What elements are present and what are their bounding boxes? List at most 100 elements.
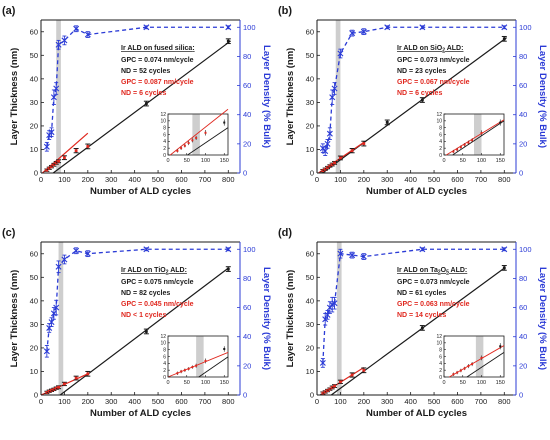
annotation-title-part: ALD: (449, 267, 467, 274)
left-y-axis-label: Layer Thickness (nm) (285, 48, 296, 146)
inset-point (463, 143, 466, 146)
chart-panel-1: 0 100 200 300 400 500 600 700 800010203040506002… (2, 5, 272, 197)
density-point (55, 41, 62, 48)
thickness-point (226, 267, 230, 271)
right-y-axis-label: Layer Density (% Bulk) (537, 45, 548, 148)
inset-x-tick-label: 0 (166, 158, 169, 164)
left-y-tick-label: 50 (30, 51, 38, 60)
inset-point (480, 356, 483, 359)
inset-y-tick-label: 8 (163, 125, 166, 131)
right-y-tick-label: 0 (243, 391, 247, 400)
shaded-region (56, 20, 61, 173)
left-y-tick-label: 10 (30, 145, 38, 154)
annotation-title: Ir ALD on Ta2​O5​ ALD: (397, 267, 467, 276)
inset-point (191, 366, 194, 369)
annotation-line: GPC = 0.073 nm/cycle (397, 279, 470, 286)
left-y-tick-label: 30 (306, 98, 314, 107)
left-y-tick-label: 60 (30, 27, 38, 36)
annotation-line: GPC = 0.074 nm/cycle (121, 57, 194, 64)
inset-x-tick-label: 0 (442, 158, 445, 164)
thickness-point (333, 384, 336, 388)
annotation-title-subscript: 2 (442, 48, 445, 54)
thickness-point (226, 39, 230, 43)
density-point (43, 348, 50, 355)
x-tick-label: 700 (199, 397, 212, 406)
inset-point (467, 141, 470, 144)
density-point (419, 246, 426, 253)
x-tick-label: 800 (222, 175, 235, 184)
inset-point (223, 121, 226, 124)
left-y-tick-label: 50 (306, 273, 314, 282)
x-tick-label: 100 (334, 397, 347, 406)
inset-point (471, 363, 474, 366)
inset-fit-line-red (446, 119, 505, 156)
inset-x-tick-label: 0 (442, 380, 445, 386)
inset-point (183, 144, 186, 147)
density-point (225, 246, 232, 253)
x-tick-label: 100 (334, 175, 347, 184)
x-tick-label: 500 (428, 175, 441, 184)
right-y-tick-label: 40 (519, 332, 527, 341)
left-y-tick-label: 50 (306, 51, 314, 60)
annotation-title-part: Ir ALD on SiO (397, 45, 443, 52)
inset-x-tick-label: 50 (460, 158, 466, 164)
inset-point (204, 131, 207, 134)
inset-y-tick-label: 10 (160, 119, 166, 125)
annotation-title-part: Ir ALD on TiO (121, 267, 166, 274)
inset-y-tick-label: 12 (160, 112, 166, 118)
right-y-tick-label: 80 (243, 52, 251, 61)
left-y-axis-label: Layer Thickness (nm) (9, 270, 20, 368)
density-point (324, 140, 331, 147)
inset-x-tick-label: 0 (166, 380, 169, 386)
right-y-tick-label: 80 (519, 52, 527, 61)
annotation-title-subscript: 5 (446, 270, 449, 276)
x-tick-label: 400 (128, 397, 141, 406)
x-tick-label: 100 (58, 397, 71, 406)
fit-line-black (52, 40, 231, 174)
density-point (337, 250, 344, 257)
left-y-tick-label: 0 (34, 169, 38, 178)
density-point (143, 246, 150, 253)
density-point (501, 24, 508, 31)
right-y-tick-label: 100 (519, 23, 532, 32)
left-y-tick-label: 60 (306, 27, 314, 36)
thickness-point (502, 266, 506, 270)
left-y-tick-label: 0 (310, 391, 314, 400)
inset-y-tick-label: 10 (436, 119, 442, 125)
density-point (501, 246, 508, 253)
density-point (360, 253, 367, 260)
inset-point (183, 369, 186, 372)
x-axis-label: Number of ALD cycles (90, 186, 191, 197)
left-y-tick-label: 20 (30, 343, 38, 352)
inset-y-tick-label: 12 (436, 334, 442, 340)
x-tick-label: 600 (175, 175, 188, 184)
shaded-region (335, 20, 341, 173)
right-y-tick-label: 100 (519, 245, 532, 254)
inset-point (499, 121, 502, 124)
inset-fit-line-black (466, 352, 505, 378)
x-axis-label: Number of ALD cycles (90, 408, 191, 419)
right-y-tick-label: 80 (519, 274, 527, 283)
left-y-tick-label: 0 (34, 391, 38, 400)
thickness-point (57, 385, 60, 389)
x-tick-label: 0 (315, 175, 319, 184)
density-point (329, 94, 336, 101)
left-y-tick-label: 60 (306, 249, 314, 258)
thickness-point (362, 368, 366, 372)
x-tick-label: 800 (222, 397, 235, 406)
left-y-tick-label: 20 (306, 121, 314, 130)
right-y-tick-label: 60 (519, 81, 527, 90)
annotation-title: Ir ALD on SiO2​ ALD: (397, 45, 463, 54)
density-point (360, 28, 367, 35)
annotation-line: GPC = 0.045 nm/cycle (121, 301, 194, 308)
inset-point (204, 359, 207, 362)
inset-y-tick-label: 0 (439, 375, 442, 381)
inset-y-tick-label: 2 (439, 146, 442, 152)
inset-point (463, 367, 466, 370)
inset-y-tick-label: 4 (163, 361, 166, 367)
inset-y-tick-label: 10 (160, 341, 166, 347)
inset-point (456, 371, 459, 374)
annotation-line: GPC = 0.067 nm/cycle (397, 79, 470, 86)
shaded-region (336, 242, 342, 395)
left-y-tick-label: 20 (30, 121, 38, 130)
